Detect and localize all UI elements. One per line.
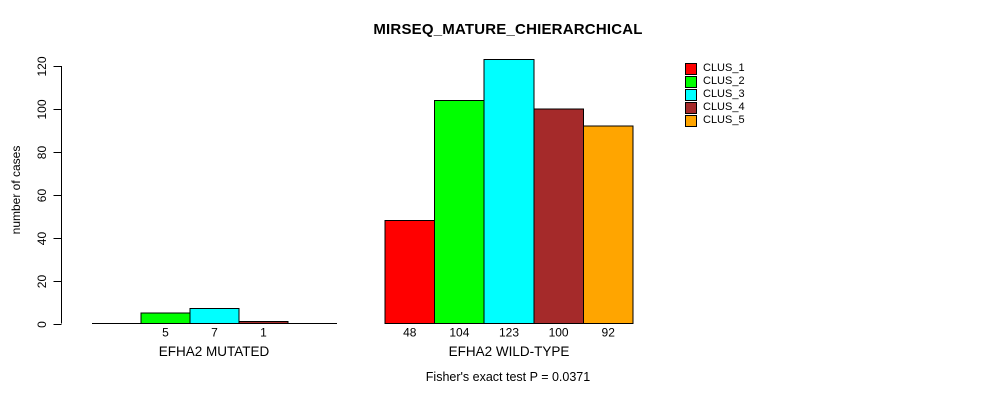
y-tick-label: 120 (35, 56, 49, 76)
y-axis-label: number of cases (9, 145, 23, 235)
legend-swatch-icon (685, 88, 697, 101)
legend-label: CLUS_2 (703, 75, 745, 87)
x-group-label-wildtype: EFHA2 WILD-TYPE (448, 344, 570, 359)
bar-value-label: 7 (211, 326, 218, 340)
bar-clus_3 (189, 307, 240, 324)
bar-value-label: 123 (499, 326, 519, 340)
y-tick-label: 20 (35, 275, 49, 289)
bar-value-label: 92 (602, 326, 616, 340)
legend-swatch-icon (685, 75, 697, 88)
legend-item-clus_2: CLUS_2 (685, 75, 745, 88)
bar-clus_2 (434, 99, 485, 325)
legend-label: CLUS_5 (703, 114, 745, 126)
legend: CLUS_1 CLUS_2 CLUS_3 CLUS_4 CLUS_5 (685, 62, 745, 127)
bar-value-label: 48 (403, 326, 417, 340)
bar-value-label: 100 (549, 326, 569, 340)
bar-clus_1 (384, 220, 436, 324)
bar-value-label: 104 (449, 326, 469, 340)
y-tick-label: 100 (35, 99, 49, 119)
x-group-label-mutated: EFHA2 MUTATED (158, 344, 270, 359)
bar-clus_2 (140, 312, 191, 325)
legend-label: CLUS_3 (703, 88, 745, 100)
chart-title: MIRSEQ_MATURE_CHIERARCHICAL (373, 21, 643, 38)
bar-clus_5 (582, 125, 634, 325)
legend-swatch-icon (685, 101, 697, 114)
bar-clus_4 (238, 320, 289, 324)
legend-item-clus_3: CLUS_3 (685, 88, 745, 101)
bar-value-label: 1 (260, 326, 267, 340)
legend-swatch-icon (685, 62, 697, 75)
y-tick-label: 80 (35, 146, 49, 160)
legend-item-clus_4: CLUS_4 (685, 101, 745, 114)
legend-item-clus_5: CLUS_5 (685, 114, 745, 127)
bar-clus_4 (533, 108, 584, 324)
legend-label: CLUS_1 (703, 62, 745, 74)
legend-item-clus_1: CLUS_1 (685, 62, 745, 75)
fisher-test-note: Fisher's exact test P = 0.0371 (425, 370, 591, 384)
legend-label: CLUS_4 (703, 101, 745, 113)
y-tick-label: 40 (35, 232, 49, 246)
legend-swatch-icon (685, 114, 697, 127)
y-tick-label: 0 (35, 321, 49, 328)
bar-clus_3 (483, 59, 535, 324)
y-tick-label: 60 (35, 189, 49, 203)
bar-value-label: 5 (162, 326, 169, 340)
